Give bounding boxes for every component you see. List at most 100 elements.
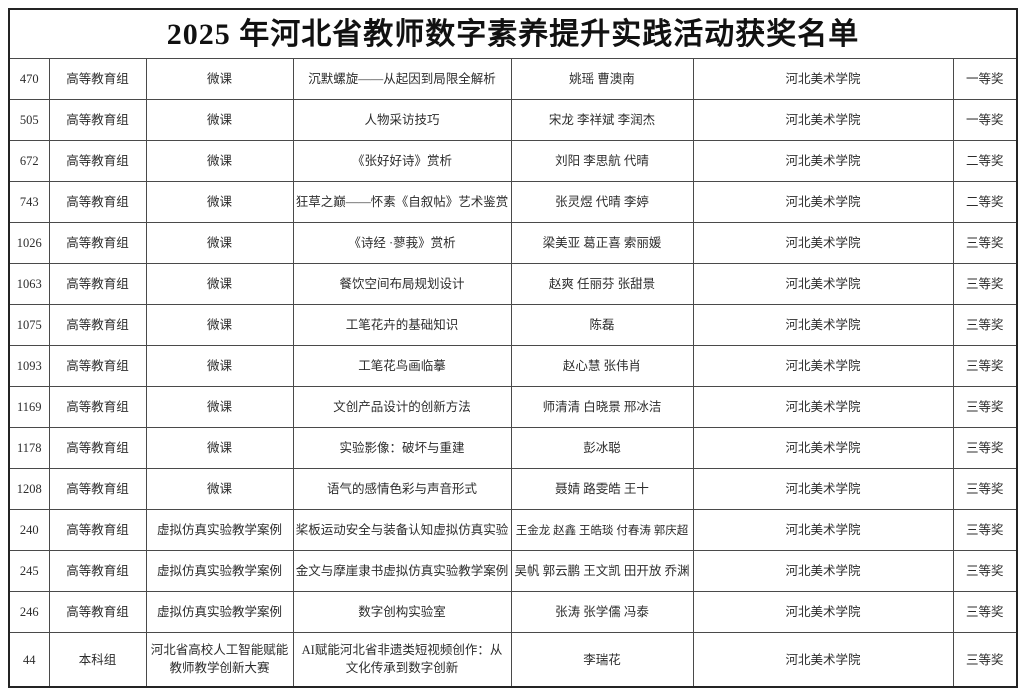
entry-work-title: 餐饮空间布局规划设计 xyxy=(339,277,465,292)
table-row: 1178 高等教育组 微课 实验影像：破坏与重建 彭冰聪 河北美术学院 三等奖 xyxy=(8,427,1018,469)
entry-authors: 刘阳 李思航 代晴 xyxy=(555,154,649,169)
cell-authors: 张涛 张学儒 冯泰 xyxy=(510,591,694,633)
cell-award: 三等奖 xyxy=(952,427,1018,469)
cell-work-title: AI赋能河北省非遗类短视频创作：从文化传承到数字创新 xyxy=(292,632,512,687)
cell-group: 高等教育组 xyxy=(48,386,147,428)
cell-category: 微课 xyxy=(145,304,294,346)
cell-work-title: 数字创构实验室 xyxy=(292,591,512,633)
entry-group: 高等教育组 xyxy=(66,154,129,169)
entry-institution: 河北美术学院 xyxy=(785,482,861,497)
entry-number: 470 xyxy=(19,72,39,87)
cell-work-title: 桨板运动安全与装备认知虚拟仿真实验 xyxy=(292,509,512,551)
entry-group: 高等教育组 xyxy=(66,564,129,579)
cell-group: 高等教育组 xyxy=(48,181,147,223)
cell-institution: 河北美术学院 xyxy=(692,263,954,305)
cell-award: 二等奖 xyxy=(952,181,1018,223)
entry-institution: 河北美术学院 xyxy=(785,154,861,169)
cell-number: 1026 xyxy=(8,222,50,264)
cell-category: 微课 xyxy=(145,99,294,141)
entry-group: 高等教育组 xyxy=(66,482,129,497)
entry-award: 三等奖 xyxy=(966,318,1004,333)
entry-group: 高等教育组 xyxy=(66,605,129,620)
entry-group: 高等教育组 xyxy=(66,113,129,128)
cell-number: 505 xyxy=(8,99,50,141)
table-row: 743 高等教育组 微课 狂草之巅——怀素《自叙帖》艺术鉴赏 张灵煜 代晴 李婷… xyxy=(8,181,1018,223)
entry-institution: 河北美术学院 xyxy=(785,564,861,579)
cell-work-title: 沉默螺旋——从起因到局限全解析 xyxy=(292,58,512,100)
cell-authors: 梁美亚 葛正喜 索丽媛 xyxy=(510,222,694,264)
cell-work-title: 实验影像：破坏与重建 xyxy=(292,427,512,469)
cell-category: 微课 xyxy=(145,386,294,428)
entry-authors: 聂婧 路雯皓 王十 xyxy=(555,482,649,497)
cell-group: 高等教育组 xyxy=(48,304,147,346)
cell-award: 三等奖 xyxy=(952,632,1018,687)
entry-number: 1063 xyxy=(16,277,42,292)
cell-group: 高等教育组 xyxy=(48,468,147,510)
entry-group: 高等教育组 xyxy=(66,400,129,415)
cell-institution: 河北美术学院 xyxy=(692,99,954,141)
entry-institution: 河北美术学院 xyxy=(785,113,861,128)
entry-work-title: AI赋能河北省非遗类短视频创作：从文化传承到数字创新 xyxy=(301,643,503,676)
entry-group: 高等教育组 xyxy=(66,72,129,87)
entry-institution: 河北美术学院 xyxy=(785,236,861,251)
entry-category: 微课 xyxy=(206,318,232,333)
entry-group: 高等教育组 xyxy=(66,195,129,210)
entry-category: 微课 xyxy=(206,441,232,456)
table-row: 1063 高等教育组 微课 餐饮空间布局规划设计 赵爽 任丽芬 张甜景 河北美术… xyxy=(8,263,1018,305)
cell-institution: 河北美术学院 xyxy=(692,58,954,100)
entry-number: 246 xyxy=(19,605,39,620)
cell-award: 三等奖 xyxy=(952,386,1018,428)
cell-work-title: 《诗经 ·蓼莪》赏析 xyxy=(292,222,512,264)
cell-category: 微课 xyxy=(145,222,294,264)
entry-award: 三等奖 xyxy=(966,441,1004,456)
cell-category: 虚拟仿真实验教学案例 xyxy=(145,550,294,592)
cell-authors: 吴帆 郭云鹏 王文凯 田开放 乔渊 xyxy=(510,550,694,592)
page-title: 2025 年河北省教师数字素养提升实践活动获奖名单 xyxy=(166,18,860,52)
entry-work-title: 《诗经 ·蓼莪》赏析 xyxy=(348,236,456,251)
cell-authors: 陈磊 xyxy=(510,304,694,346)
cell-authors: 张灵煜 代晴 李婷 xyxy=(510,181,694,223)
entry-category: 微课 xyxy=(206,154,232,169)
entry-award: 三等奖 xyxy=(966,277,1004,292)
title-row: 2025 年河北省教师数字素养提升实践活动获奖名单 xyxy=(8,8,1018,59)
cell-number: 1208 xyxy=(8,468,50,510)
cell-group: 本科组 xyxy=(48,632,147,687)
cell-award: 二等奖 xyxy=(952,140,1018,182)
entry-group: 本科组 xyxy=(78,652,117,667)
cell-group: 高等教育组 xyxy=(48,140,147,182)
entry-institution: 河北美术学院 xyxy=(785,523,861,538)
cell-category: 微课 xyxy=(145,58,294,100)
entry-number: 672 xyxy=(19,154,39,169)
entry-authors: 吴帆 郭云鹏 王文凯 田开放 乔渊 xyxy=(514,564,690,579)
entry-category: 微课 xyxy=(206,72,232,87)
entry-award: 三等奖 xyxy=(966,605,1004,620)
entry-group: 高等教育组 xyxy=(66,359,129,374)
cell-award: 一等奖 xyxy=(952,58,1018,100)
table-row: 1169 高等教育组 微课 文创产品设计的创新方法 师清清 白晓景 邢冰洁 河北… xyxy=(8,386,1018,428)
cell-work-title: 文创产品设计的创新方法 xyxy=(292,386,512,428)
cell-authors: 刘阳 李思航 代晴 xyxy=(510,140,694,182)
cell-institution: 河北美术学院 xyxy=(692,591,954,633)
entry-number: 743 xyxy=(19,195,39,210)
cell-institution: 河北美术学院 xyxy=(692,427,954,469)
cell-number: 240 xyxy=(8,509,50,551)
entry-authors: 李瑞花 xyxy=(583,652,621,667)
table-row: 672 高等教育组 微课 《张好好诗》赏析 刘阳 李思航 代晴 河北美术学院 二… xyxy=(8,140,1018,182)
cell-work-title: 语气的感情色彩与声音形式 xyxy=(292,468,512,510)
entry-institution: 河北美术学院 xyxy=(785,277,861,292)
cell-number: 245 xyxy=(8,550,50,592)
entry-institution: 河北美术学院 xyxy=(785,400,861,415)
entry-category: 河北省高校人工智能赋能教师教学创新大赛 xyxy=(150,643,289,676)
cell-work-title: 工笔花卉的基础知识 xyxy=(292,304,512,346)
cell-number: 1075 xyxy=(8,304,50,346)
cell-category: 微课 xyxy=(145,345,294,387)
cell-group: 高等教育组 xyxy=(48,427,147,469)
entry-institution: 河北美术学院 xyxy=(785,652,861,667)
entry-award: 一等奖 xyxy=(966,72,1004,87)
table-row: 470 高等教育组 微课 沉默螺旋——从起因到局限全解析 姚瑶 曹澳南 河北美术… xyxy=(8,58,1018,100)
cell-authors: 师清清 白晓景 邢冰洁 xyxy=(510,386,694,428)
award-table: 2025 年河北省教师数字素养提升实践活动获奖名单 470 高等教育组 微课 沉… xyxy=(8,8,1019,688)
cell-work-title: 狂草之巅——怀素《自叙帖》艺术鉴赏 xyxy=(292,181,512,223)
entry-award: 三等奖 xyxy=(966,564,1004,579)
entry-authors: 彭冰聪 xyxy=(583,441,621,456)
